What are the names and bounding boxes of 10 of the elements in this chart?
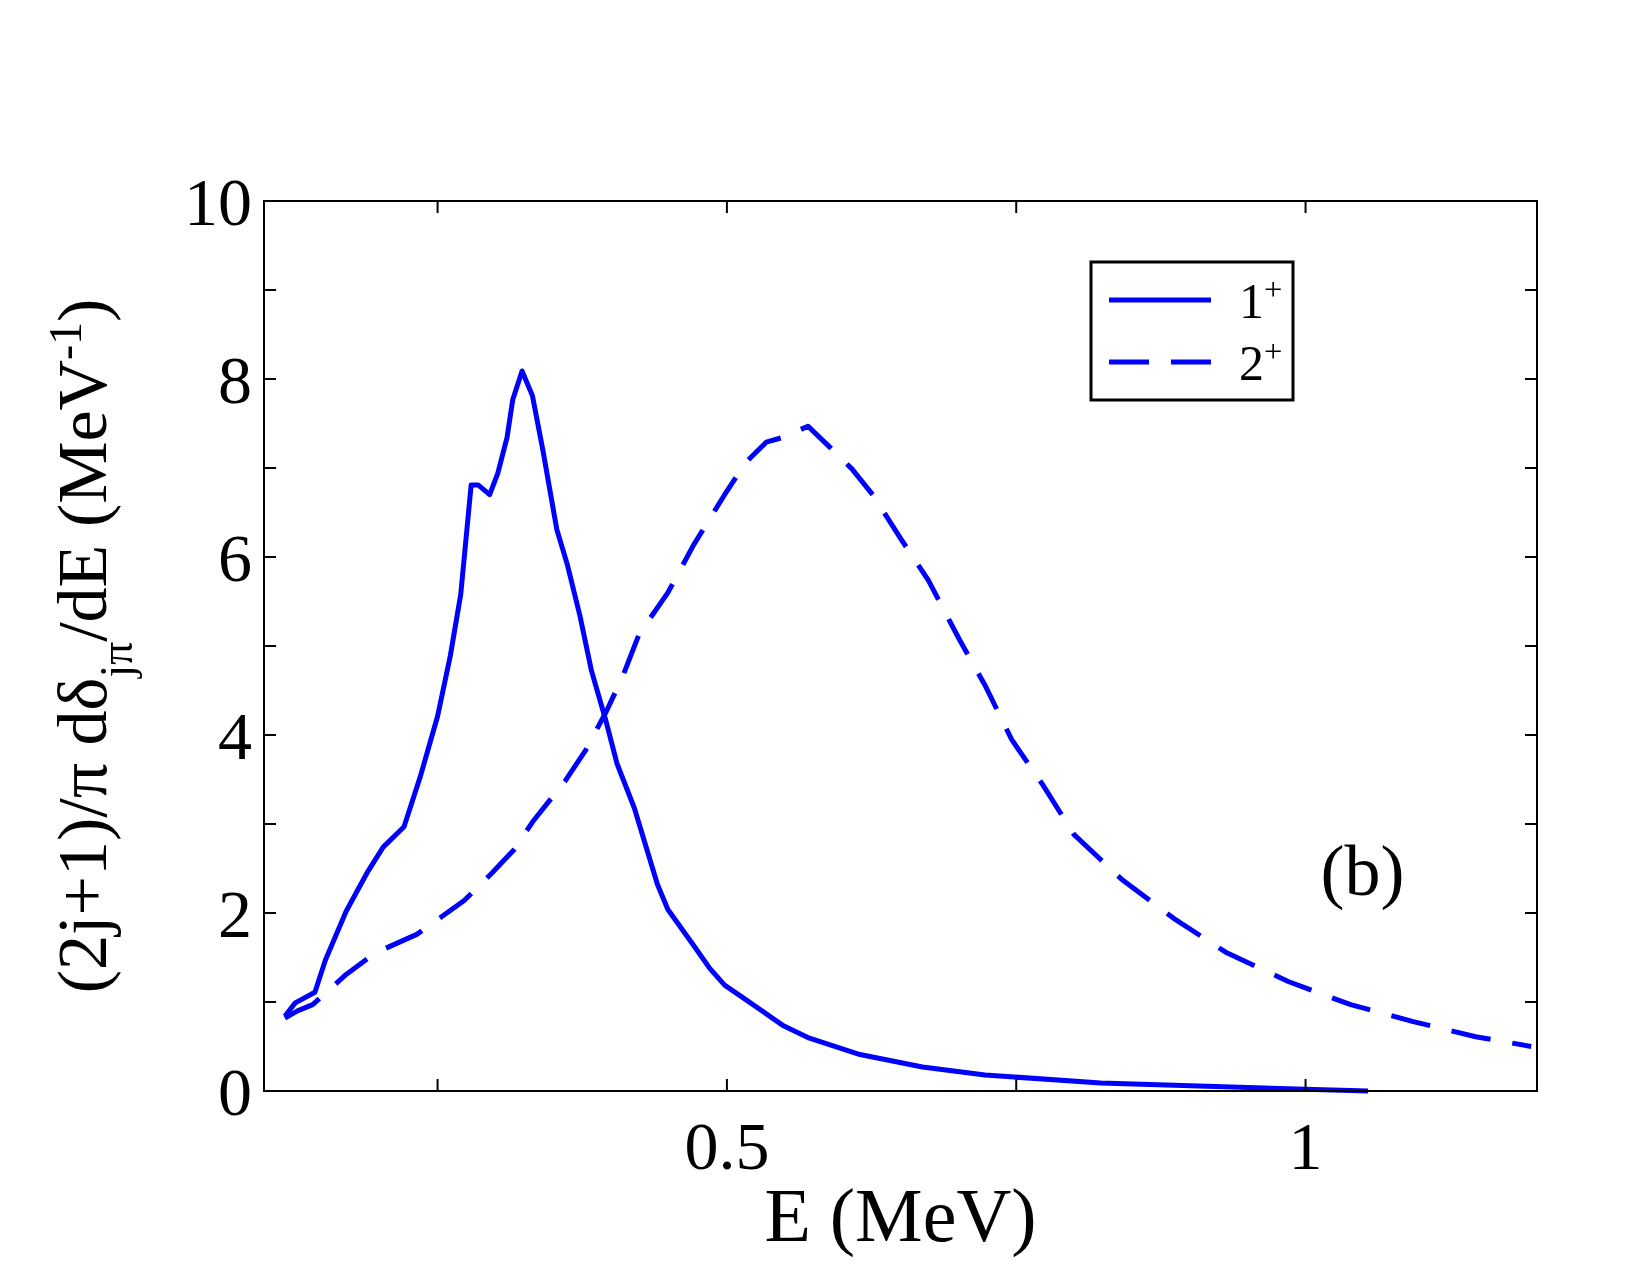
y-tick-label: 10 bbox=[184, 163, 252, 240]
x-tick-label: 1 bbox=[1288, 1108, 1323, 1184]
y-tick-label: 6 bbox=[218, 519, 252, 596]
y-tick-label: 8 bbox=[218, 341, 252, 418]
legend-label: 1$^{+}$ bbox=[1239, 270, 1283, 329]
y-tick-label: 0 bbox=[218, 1053, 252, 1130]
y-tick-label: 4 bbox=[218, 697, 252, 774]
y-tick-label: 2 bbox=[218, 875, 252, 952]
annotation: (b) bbox=[1320, 831, 1405, 912]
legend-label: 2$^{+}$ bbox=[1239, 332, 1283, 391]
